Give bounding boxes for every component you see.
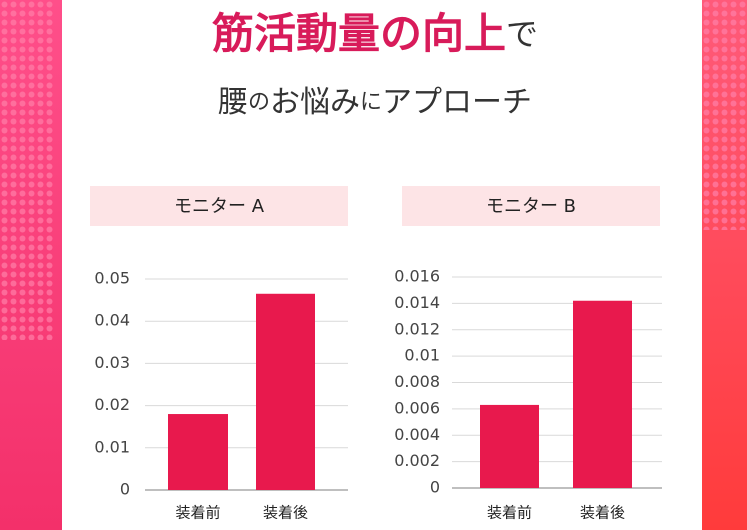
y-tick-label: 0.05 [94,269,130,288]
bar [480,404,539,488]
bar [256,293,315,490]
y-tick-label: 0.01 [94,437,130,456]
y-tick-label: 0.02 [94,395,130,414]
y-tick-label: 0.01 [404,346,440,365]
y-tick-label: 0.016 [394,267,440,286]
y-tick-label: 0.002 [394,451,440,470]
y-tick-label: 0.04 [94,311,130,330]
y-tick-label: 0.004 [394,425,440,444]
headline-part: 筋活動量の向上 [212,9,506,58]
y-tick-label: 0 [430,478,440,497]
charts: モニター A 0 0.01 0.02 0.03 0.04 0.05 装着前 装着後 モニター B 0… [90,186,662,522]
x-tick-label: 装着前 [487,504,532,522]
headline-part: お悩み [270,85,360,120]
y-tick-label: 0.012 [394,319,440,338]
chart-title: モニター B [486,196,576,217]
bar [168,414,228,490]
panel-header [90,186,348,226]
headline-line1: 筋活動量の向上で [212,9,538,58]
right-dots [702,0,747,230]
left-dots [0,0,55,340]
y-tick-label: 0.006 [394,398,440,417]
y-tick-label: 0.014 [394,293,440,312]
chart-title: モニター A [174,196,265,217]
headline-line2: 腰のお悩みにアプローチ [218,85,532,120]
y-tick-label: 0.008 [394,372,440,391]
x-tick-label: 装着前 [175,504,220,522]
headline-part: で [506,15,538,53]
headline-part: 腰 [218,85,248,120]
y-tick-label: 0 [120,480,130,499]
headline-part: アプローチ [382,85,532,120]
panel-header [402,186,660,226]
x-tick-label: 装着後 [580,504,625,522]
headline-part: の [248,90,270,115]
y-tick-label: 0.03 [94,353,130,372]
headline-part: に [360,90,382,115]
bar [573,300,632,488]
x-tick-label: 装着後 [263,504,308,522]
